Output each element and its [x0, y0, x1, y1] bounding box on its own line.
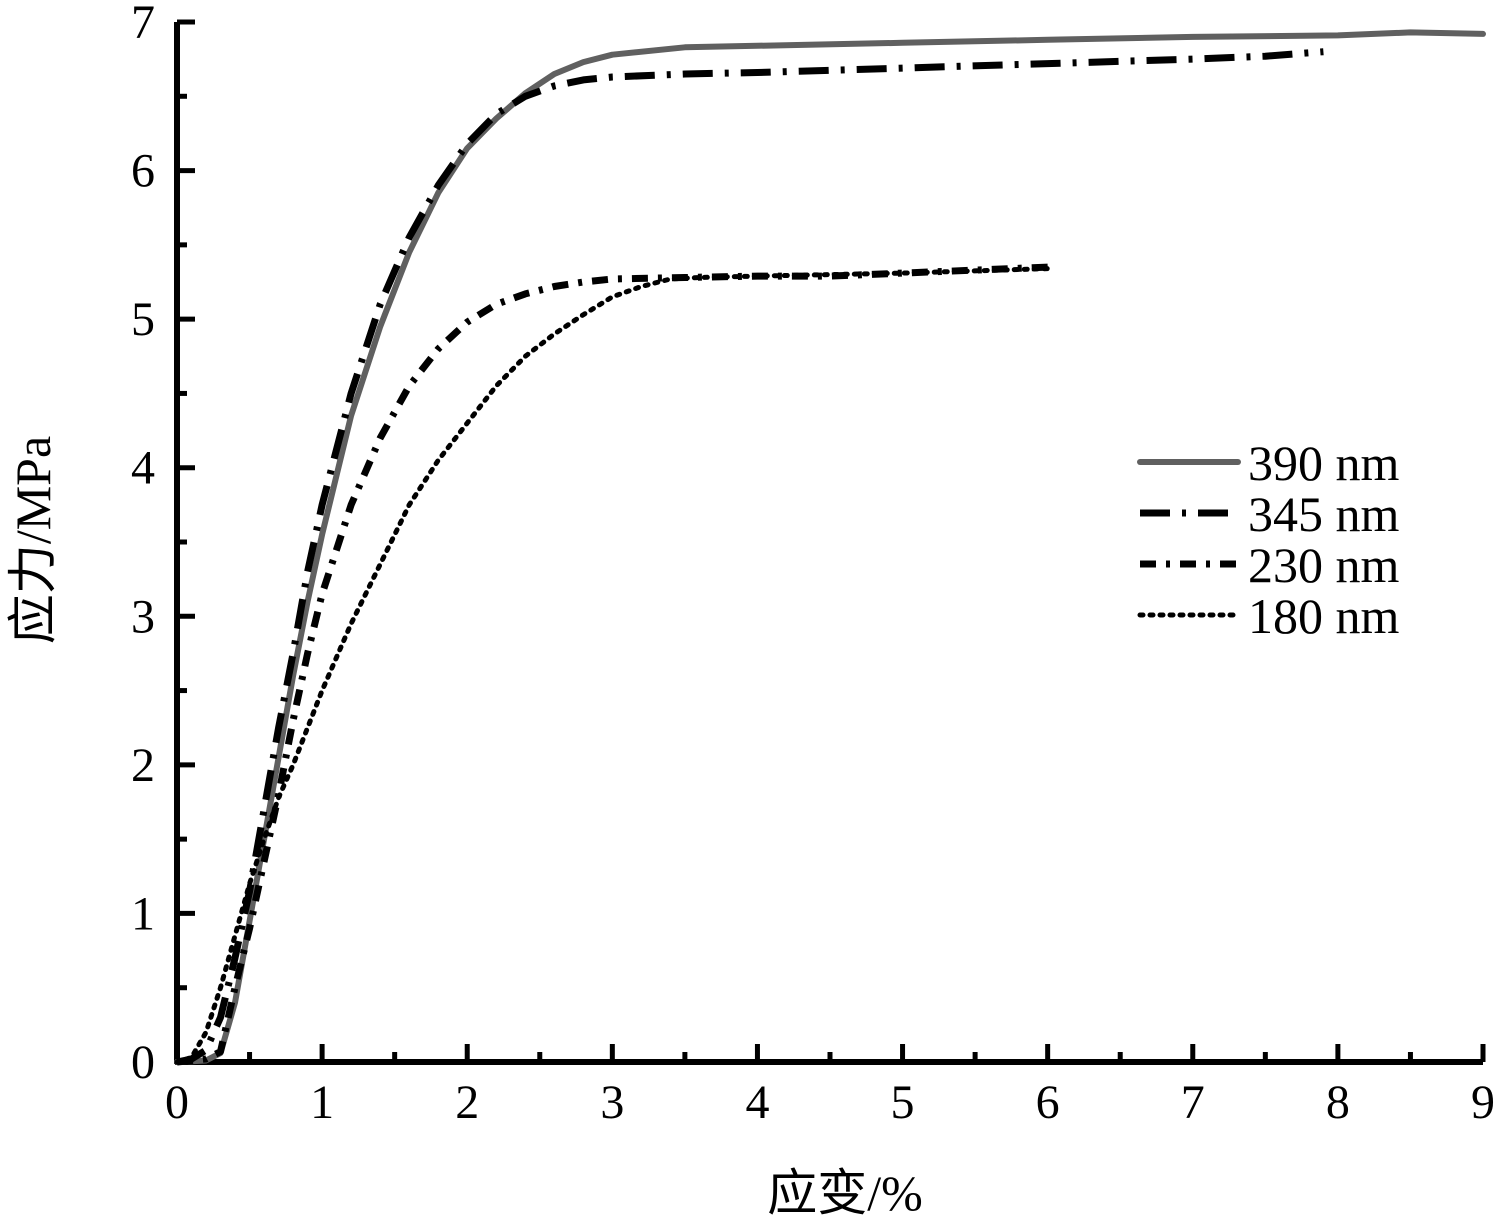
x-tick-label: 6	[1036, 1076, 1060, 1129]
tick-labels: 0 1 2 3 4 5 6 7 8 9 0 1 2 3 4 5 6 7	[131, 0, 1495, 1129]
legend-label: 180 nm	[1248, 588, 1400, 644]
y-tick-label: 5	[131, 293, 155, 346]
series-line-345-nm	[176, 48, 1324, 1066]
x-tick-label: 9	[1471, 1076, 1495, 1129]
y-tick-label: 6	[131, 145, 155, 198]
x-tick-label: 0	[165, 1076, 189, 1129]
series-line-230-nm	[176, 263, 1048, 1066]
x-axis-title: 应变/%	[767, 1165, 923, 1221]
y-tick-label: 2	[131, 739, 155, 792]
y-tick-label: 0	[131, 1036, 155, 1089]
series-line-180-nm	[174, 266, 1051, 1065]
series-layer	[174, 29, 1486, 1066]
x-tick-label: 3	[600, 1076, 624, 1129]
y-tick-label: 3	[131, 590, 155, 643]
x-tick-label: 4	[745, 1076, 769, 1129]
y-axis-title: 应力/MPa	[5, 436, 61, 644]
y-tick-label: 1	[131, 887, 155, 940]
x-tick-label: 7	[1181, 1076, 1205, 1129]
x-tick-label: 8	[1326, 1076, 1350, 1129]
y-tick-label: 7	[131, 0, 155, 49]
x-tick-label: 5	[891, 1076, 915, 1129]
x-tick-label: 1	[310, 1076, 334, 1129]
y-tick-label: 4	[131, 442, 155, 495]
legend-label: 230 nm	[1248, 537, 1400, 593]
legend-label: 345 nm	[1248, 486, 1400, 542]
x-tick-label: 2	[455, 1076, 479, 1129]
legend-label: 390 nm	[1248, 435, 1400, 491]
